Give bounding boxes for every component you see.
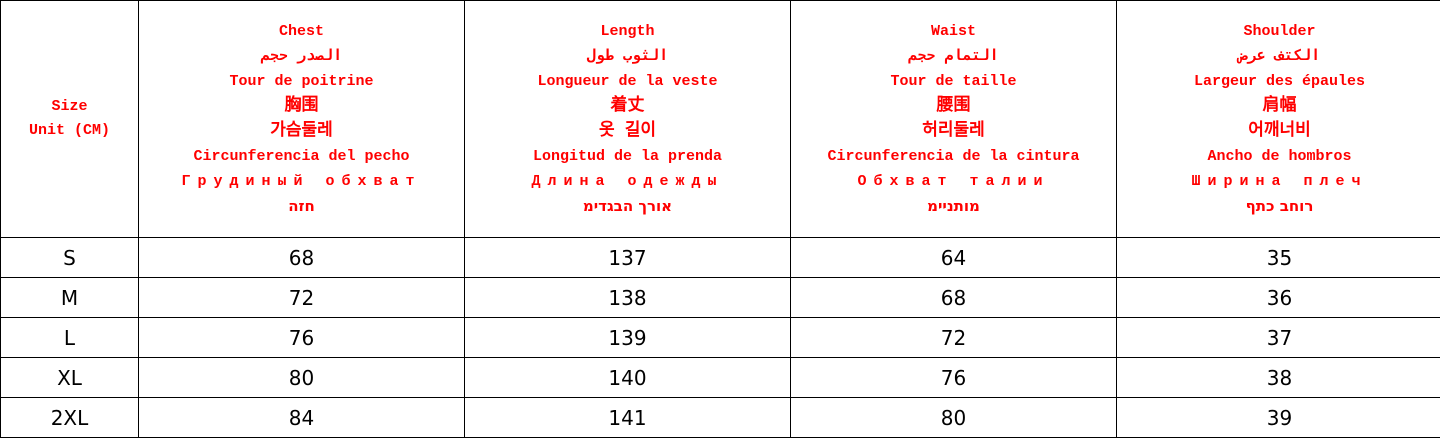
header-length-zh: 着丈 (465, 94, 790, 119)
shoulder-cell: 36 (1117, 278, 1440, 318)
header-waist-ar: التمام حجم (791, 44, 1116, 69)
waist-cell: 76 (791, 358, 1117, 398)
header-waist-es: Circunferencia de la cintura (791, 144, 1116, 169)
header-shoulder-fr: Largeur des épaules (1117, 69, 1440, 94)
shoulder-cell: 38 (1117, 358, 1440, 398)
chest-cell: 84 (139, 398, 465, 438)
header-length-en: Length (465, 19, 790, 44)
header-length-es: Longitud de la prenda (465, 144, 790, 169)
size-unit-header: Size Unit (CM) (1, 1, 139, 238)
unit-label: Unit (CM) (1, 119, 138, 143)
header-waist-ru: Обхват талии (791, 169, 1116, 194)
length-cell: 137 (465, 238, 791, 278)
header-shoulder-ru: Ширина плеч (1117, 169, 1440, 194)
size-cell: S (1, 238, 139, 278)
length-cell: 138 (465, 278, 791, 318)
shoulder-cell: 37 (1117, 318, 1440, 358)
header-chest-ru: Грудиный обхват (139, 169, 464, 194)
size-cell: M (1, 278, 139, 318)
header-shoulder-he: ףתכ בחור (1117, 194, 1440, 219)
header-waist-fr: Tour de taille (791, 69, 1116, 94)
shoulder-cell: 35 (1117, 238, 1440, 278)
waist-cell: 80 (791, 398, 1117, 438)
length-cell: 140 (465, 358, 791, 398)
length-cell: 139 (465, 318, 791, 358)
header-shoulder-en: Shoulder (1117, 19, 1440, 44)
header-chest-ko: 가슴둘레 (139, 119, 464, 144)
header-length-ru: Длина одежды (465, 169, 790, 194)
header-length-ar: الثوب طول (465, 44, 790, 69)
header-waist-he: מיינתומ (791, 194, 1116, 219)
header-shoulder-ar: الكتف عرض (1117, 44, 1440, 69)
header-waist-zh: 腰围 (791, 94, 1116, 119)
header-shoulder-es: Ancho de hombros (1117, 144, 1440, 169)
waist-cell: 68 (791, 278, 1117, 318)
header-shoulder-ko: 어깨너비 (1117, 119, 1440, 144)
header-shoulder-zh: 肩幅 (1117, 94, 1440, 119)
shoulder-cell: 39 (1117, 398, 1440, 438)
header-chest-ar: الصدر حجم (139, 44, 464, 69)
chest-cell: 76 (139, 318, 465, 358)
size-cell: XL (1, 358, 139, 398)
chest-cell: 68 (139, 238, 465, 278)
header-length-he: מידגבה ךרוא (465, 194, 790, 219)
chest-cell: 80 (139, 358, 465, 398)
length-cell: 141 (465, 398, 791, 438)
chest-cell: 72 (139, 278, 465, 318)
header-chest-fr: Tour de poitrine (139, 69, 464, 94)
waist-cell: 64 (791, 238, 1117, 278)
size-label: Size (1, 95, 138, 119)
header-chest-en: Chest (139, 19, 464, 44)
header-length-fr: Longueur de la veste (465, 69, 790, 94)
waist-cell: 72 (791, 318, 1117, 358)
size-cell: 2XL (1, 398, 139, 438)
header-waist-ko: 허리둘레 (791, 119, 1116, 144)
header-length-ko: 옷 길이 (465, 119, 790, 144)
header-waist-en: Waist (791, 19, 1116, 44)
header-chest-zh: 胸围 (139, 94, 464, 119)
header-chest-he: הזח (139, 194, 464, 219)
size-cell: L (1, 318, 139, 358)
header-chest-es: Circunferencia del pecho (139, 144, 464, 169)
